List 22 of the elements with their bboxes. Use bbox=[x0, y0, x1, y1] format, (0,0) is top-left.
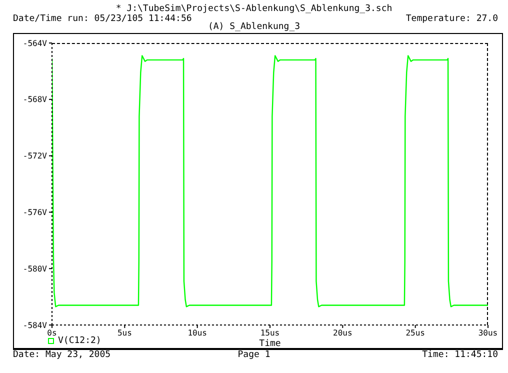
x-tick-label: 20us bbox=[333, 328, 352, 338]
x-tick-label: 15us bbox=[260, 328, 280, 338]
x-tick-label: 25us bbox=[406, 328, 426, 338]
y-tick-label: -576V bbox=[22, 208, 48, 218]
y-tick-label: -580V bbox=[22, 264, 48, 274]
text: Page 1 bbox=[238, 350, 270, 360]
text: Date/Time run: 05/23/105 11:44:56 bbox=[13, 14, 192, 24]
text: * J:\TubeSim\Projects\S-Ablenkung\S_Ablenkung_3.sch bbox=[114, 4, 394, 14]
text: Temperature: 27.0 bbox=[406, 14, 498, 24]
y-tick-label: -564V bbox=[22, 38, 48, 48]
legend-label: V(C12:2) bbox=[58, 336, 102, 346]
x-tick-label: 0s bbox=[47, 328, 57, 338]
y-tick-label: -584V bbox=[22, 320, 48, 330]
chart-title: (A) S_Ablenkung_3 bbox=[208, 22, 300, 32]
x-tick-label: 30us bbox=[478, 328, 498, 338]
x-tick-label: 5us bbox=[117, 328, 132, 338]
y-tick-label: -572V bbox=[22, 152, 48, 161]
text: Time: 11:45:10 bbox=[422, 350, 498, 360]
text: Date: May 23, 2005 bbox=[13, 350, 111, 360]
x-axis-title: Time bbox=[259, 339, 281, 349]
y-tick-label: -568V bbox=[22, 95, 48, 104]
x-tick-label: 10us bbox=[188, 328, 208, 338]
